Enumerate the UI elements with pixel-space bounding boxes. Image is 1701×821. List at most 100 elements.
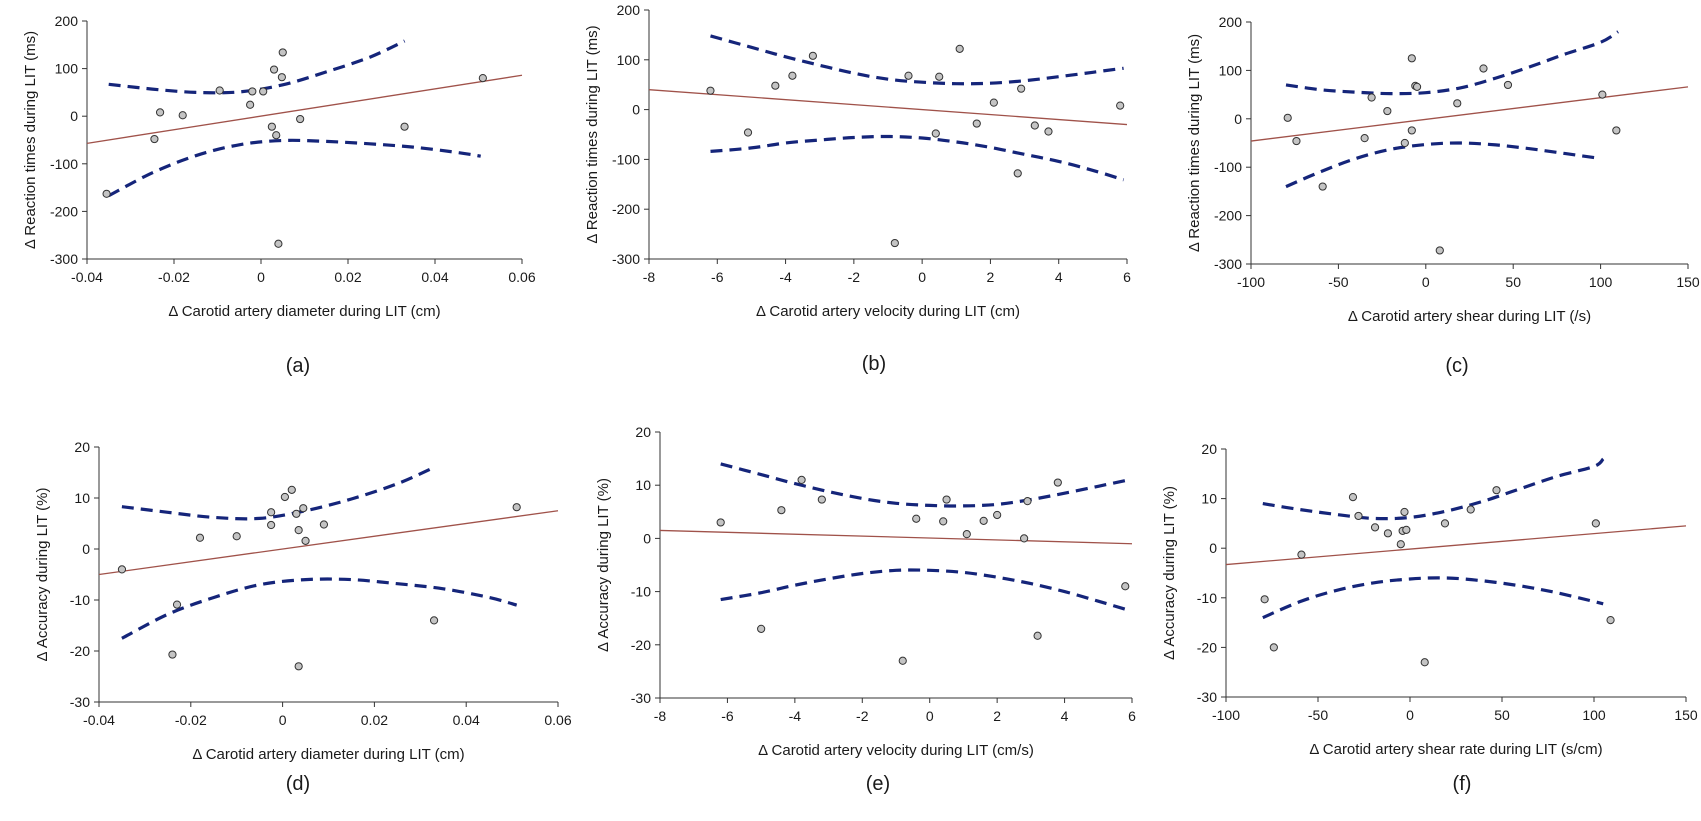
y-axis-title: Δ Accuracy during LIT (%): [1161, 486, 1178, 660]
panel-d: -30 -20 -10 0 10 20 -0.04 -0.02 0 0.02 0.04 0.06 Δ C…: [34, 439, 572, 795]
data-point: [1591, 519, 1600, 528]
y-tick-label: -100: [50, 156, 78, 172]
y-tick-label: 0: [1209, 540, 1217, 556]
y-tick-label: -20: [70, 643, 90, 659]
x-tick-label: 150: [1676, 274, 1700, 290]
data-point: [797, 475, 806, 484]
panel-label: (d): [286, 773, 310, 795]
x-tick-label: 0: [279, 712, 287, 728]
data-point: [267, 508, 276, 517]
x-tick-label: 0.04: [453, 712, 480, 728]
y-tick-label: 200: [55, 13, 79, 29]
y-tick-label: -300: [50, 251, 78, 267]
data-point: [259, 87, 268, 96]
data-point: [1020, 534, 1029, 543]
regression-line: [86, 74, 523, 144]
data-point: [232, 532, 241, 541]
x-tick-label: 4: [1061, 708, 1069, 724]
x-tick-label: 150: [1674, 707, 1698, 723]
data-point: [1606, 616, 1615, 625]
ci-upper-curve: [720, 462, 1129, 508]
data-point: [1292, 136, 1301, 146]
y-tick-label: -100: [612, 151, 640, 167]
data-point: [972, 119, 981, 128]
ci-lower-curve: [710, 134, 1125, 182]
data-point: [1407, 54, 1416, 63]
data-point: [890, 238, 899, 248]
data-point: [1400, 138, 1409, 148]
data-point: [319, 520, 329, 529]
y-tick-label: -300: [612, 251, 640, 267]
x-tick-label: -2: [856, 708, 869, 724]
data-point: [278, 48, 287, 57]
data-point: [1030, 121, 1039, 130]
data-point: [215, 86, 224, 95]
ci-lower-curve: [1285, 141, 1601, 189]
y-tick-label: 0: [82, 541, 90, 557]
data-point: [912, 514, 921, 523]
data-point: [993, 510, 1002, 520]
y-tick-label: 20: [635, 424, 651, 440]
data-point: [1383, 529, 1393, 538]
data-point: [1440, 519, 1450, 528]
data-point: [117, 565, 127, 574]
y-tick-label: -10: [1197, 590, 1217, 606]
y-tick-label: -30: [70, 694, 90, 710]
ci-upper-curve: [1285, 30, 1619, 96]
y-tick-label: 20: [74, 439, 90, 455]
regression-line: [1250, 86, 1689, 142]
y-tick-label: 0: [1234, 111, 1242, 127]
x-tick-label: 50: [1494, 707, 1510, 723]
y-tick-label: -200: [612, 201, 640, 217]
ci-lower-curve: [1262, 576, 1604, 620]
y-tick-label: -10: [70, 592, 90, 608]
ci-lower-curve: [121, 577, 518, 640]
data-point: [1612, 126, 1621, 135]
ci-upper-curve: [108, 39, 406, 95]
x-tick-label: 0: [257, 269, 265, 285]
data-point: [1017, 84, 1026, 93]
regression-line: [648, 89, 1128, 126]
data-point: [269, 65, 279, 74]
x-axis-title: Δ Carotid artery shear rate during LIT (…: [1309, 741, 1602, 758]
data-point: [512, 503, 521, 512]
y-tick-label: 10: [74, 490, 90, 506]
x-tick-label: -2: [848, 269, 861, 285]
x-tick-label: 0: [926, 708, 934, 724]
data-point: [935, 72, 944, 81]
y-tick-label: -30: [1197, 689, 1217, 705]
data-point: [1466, 505, 1475, 514]
x-axis-title: Δ Carotid artery diameter during LIT (cm…: [168, 303, 440, 320]
regression-line: [1225, 525, 1687, 566]
x-tick-label: -50: [1328, 274, 1348, 290]
data-point: [1354, 511, 1363, 521]
data-point: [178, 111, 187, 120]
data-point: [102, 189, 111, 198]
x-tick-label: -100: [1212, 707, 1240, 723]
data-point: [777, 506, 786, 515]
data-point: [1033, 631, 1042, 640]
data-point: [299, 504, 308, 513]
data-point: [1420, 658, 1429, 667]
data-point: [817, 495, 826, 504]
data-point: [898, 656, 907, 665]
x-tick-label: 100: [1589, 274, 1613, 290]
panel-label: (c): [1445, 355, 1468, 377]
data-point: [716, 518, 725, 527]
data-point: [267, 122, 276, 131]
data-point: [274, 239, 283, 248]
y-tick-label: -20: [631, 637, 651, 653]
data-point: [478, 74, 487, 83]
x-tick-label: -0.04: [83, 712, 115, 728]
x-tick-label: 100: [1582, 707, 1606, 723]
data-point: [939, 517, 948, 526]
data-point: [1283, 113, 1292, 122]
x-tick-label: 0: [1406, 707, 1414, 723]
data-point: [989, 98, 998, 107]
data-point: [277, 73, 286, 82]
data-point: [1412, 82, 1422, 91]
y-tick-label: 100: [55, 61, 79, 77]
x-tick-label: -0.02: [175, 712, 207, 728]
